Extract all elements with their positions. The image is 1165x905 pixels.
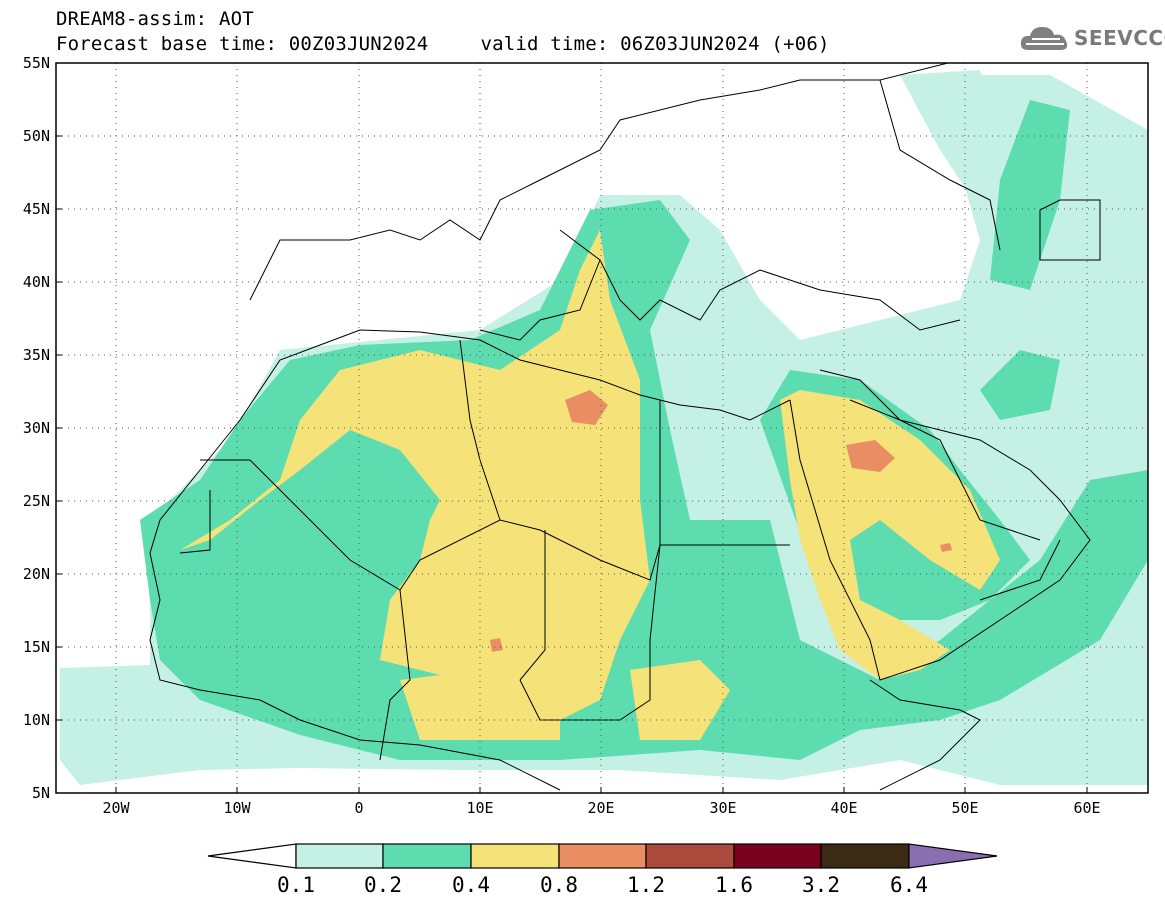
colorbar-label: 0.8: [540, 873, 578, 897]
colorbar-swatch: [295, 843, 384, 869]
time-info: Forecast base time: 00Z03JUN2024 valid ti…: [56, 33, 830, 55]
colorbar-arrow-left: [207, 843, 297, 869]
colorbar-swatch: [470, 843, 560, 869]
lat-label: 45N: [23, 200, 50, 218]
lat-label: 5N: [32, 784, 50, 802]
lat-label: 25N: [23, 492, 50, 510]
base-time: Forecast base time: 00Z03JUN2024: [56, 33, 429, 55]
lat-label: 15N: [23, 638, 50, 656]
lon-label: 10E: [466, 799, 493, 817]
lon-label: 30E: [709, 799, 736, 817]
lat-label: 10N: [23, 711, 50, 729]
colorbar-swatch: [382, 843, 472, 869]
lat-label: 30N: [23, 419, 50, 437]
colorbar-swatch: [820, 843, 910, 869]
grid: [56, 63, 1148, 793]
colorbar-label: 0.4: [452, 873, 490, 897]
colorbar-label: 1.6: [715, 873, 753, 897]
colorbar-label: 6.4: [890, 873, 928, 897]
colorbar-swatch: [645, 843, 735, 869]
lon-label: 50E: [951, 799, 978, 817]
valid-time: valid time: 06Z03JUN2024 (+06): [480, 33, 830, 55]
lon-label: 20E: [587, 799, 614, 817]
lon-label: 0: [354, 799, 363, 817]
colorbar-label: 0.2: [364, 873, 402, 897]
colorbar-label: 0.1: [277, 873, 315, 897]
lat-label: 20N: [23, 565, 50, 583]
seevccc-logo: SEEVCCC: [1018, 22, 1165, 56]
lon-label: 20W: [102, 799, 130, 817]
lat-label: 55N: [23, 54, 50, 72]
lon-label: 40E: [830, 799, 857, 817]
colorbar-arrow-right: [908, 843, 998, 869]
map-title: DREAM8-assim: AOT: [56, 8, 254, 30]
lat-label: 40N: [23, 273, 50, 291]
colorbar: [207, 843, 998, 869]
lon-label: 10W: [223, 799, 251, 817]
aot-fields: [56, 63, 1148, 793]
lon-label: 60E: [1073, 799, 1100, 817]
colorbar-swatch: [558, 843, 647, 869]
colorbar-swatch: [733, 843, 822, 869]
colorbar-label: 3.2: [802, 873, 840, 897]
logo-text: SEEVCCC: [1074, 26, 1165, 50]
cloud-icon: [1020, 27, 1068, 50]
lat-label: 50N: [23, 127, 50, 145]
lat-label: 35N: [23, 346, 50, 364]
colorbar-label: 1.2: [627, 873, 665, 897]
